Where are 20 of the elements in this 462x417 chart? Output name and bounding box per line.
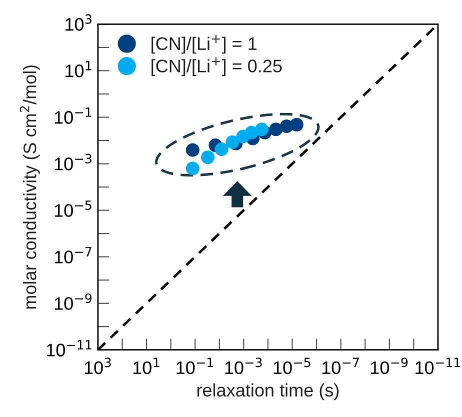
x-tick-label: 10$^{3}$	[84, 358, 111, 374]
legend-label: [CN]/[Li$^{+}$] = 0.25	[152, 57, 282, 76]
y-tick-label: 10$^{1}$	[66, 61, 92, 78]
legend-label: [CN]/[Li$^{+}$] = 1	[152, 35, 257, 54]
y-tick-label: 10$^{−9}$	[54, 293, 92, 310]
y-tick-label: 10$^{−1}$	[54, 108, 92, 124]
x-tick-label: 10$^{−3}$	[225, 358, 262, 374]
x-tick-label: 10$^{−9}$	[371, 358, 408, 374]
y-tick-label: 10$^{−5}$	[54, 200, 92, 217]
y-axis-title: molar conductivity (S cm$^{2}$/mol)	[20, 65, 40, 309]
y-tick-label: 10$^{3}$	[66, 14, 92, 31]
x-tick-label: 10$^{−11}$	[416, 358, 460, 374]
y-tick-label: 10$^{−11}$	[46, 340, 92, 356]
x-tick-label: 10$^{−1}$	[176, 358, 214, 374]
y-tick-label: 10$^{−7}$	[54, 247, 92, 264]
x-tick-label: 10$^{−7}$	[322, 358, 359, 374]
x-tick-label: 10$^{1}$	[133, 358, 160, 374]
x-tick-label: 10$^{−5}$	[274, 358, 310, 374]
y-tick-label: 10$^{−3}$	[54, 154, 92, 170]
x-axis-title: relaxation time (s)	[197, 383, 339, 400]
